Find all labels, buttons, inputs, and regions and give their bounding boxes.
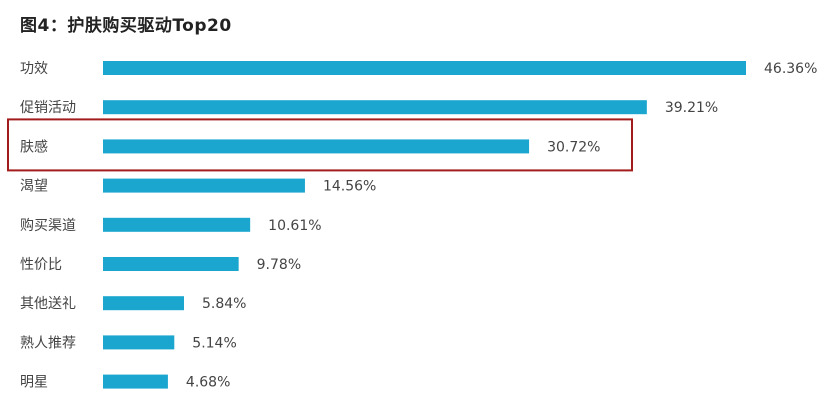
bar [103,139,530,154]
value-label: 4.68% [186,375,230,391]
category-label: 渴望 [20,179,48,195]
chart-title: 图4：护肤购买驱动Top20 [20,16,232,36]
category-label: 性价比 [20,257,62,273]
value-label: 46.36% [764,61,817,77]
bar [103,100,647,115]
value-label: 14.56% [323,179,376,195]
bar [103,296,184,311]
value-label: 5.84% [202,296,246,312]
bar [103,217,251,232]
category-label: 明星 [20,375,48,391]
category-label: 熟人推荐 [20,335,76,351]
value-label: 9.78% [257,257,301,273]
bar [103,61,746,75]
value-label: 5.14% [192,335,236,351]
bar [103,178,305,193]
bar [103,257,239,271]
value-label: 10.61% [268,218,321,234]
bar [103,335,175,350]
category-label: 促销活动 [20,100,76,116]
value-label: 30.72% [547,139,600,155]
category-label: 肤感 [20,138,48,155]
category-label: 购买渠道 [20,218,76,234]
highlight-box [7,118,633,172]
bar [103,374,168,389]
category-label: 其他送礼 [20,296,76,312]
category-label: 功效 [20,61,48,77]
value-label: 39.21% [665,100,718,116]
